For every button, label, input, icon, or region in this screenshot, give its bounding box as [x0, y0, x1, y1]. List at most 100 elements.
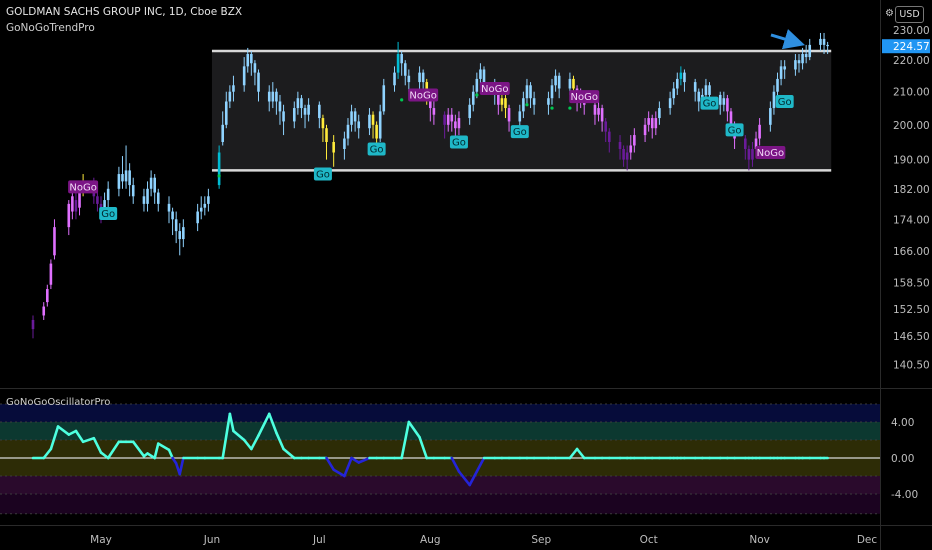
candle-body	[743, 138, 747, 149]
candle-body	[182, 227, 185, 240]
nogo-label: NoGo	[481, 84, 508, 95]
oscillator-band	[0, 458, 880, 476]
go-label: Go	[316, 170, 330, 181]
oscillator-segment	[575, 447, 586, 460]
price-tick-label: 166.00	[893, 246, 930, 258]
time-tick-label: Jun	[203, 534, 220, 546]
go-label-box	[775, 94, 794, 108]
candle-body	[96, 196, 99, 204]
oscillator-segment	[56, 425, 71, 436]
price-tick-label: 200.00	[893, 120, 930, 132]
go-label-box	[367, 142, 386, 156]
candle-body	[675, 78, 679, 89]
candle-body	[633, 135, 636, 146]
candle-body	[568, 78, 572, 89]
oscillator-segment	[250, 434, 260, 451]
candle-body	[221, 124, 225, 142]
candle-body	[382, 85, 386, 112]
candle-body	[604, 121, 608, 132]
oscillator-segment	[42, 447, 53, 460]
price-tick-label: 146.50	[893, 331, 930, 343]
candle-body	[522, 98, 525, 112]
currency-button[interactable]: USD	[895, 6, 924, 23]
candle-body	[747, 148, 751, 160]
candle-body	[504, 98, 507, 109]
candle-body	[607, 131, 611, 142]
candle-body	[500, 98, 504, 105]
nogo-label-box	[479, 81, 510, 95]
candle-body	[726, 98, 729, 112]
candle-body	[697, 91, 701, 102]
candle-body	[321, 118, 325, 129]
candle-body	[371, 114, 375, 125]
oscillator-segment	[282, 447, 296, 460]
candle-body	[375, 124, 378, 139]
price-tick-label: 158.50	[893, 278, 930, 290]
oscillator-segment	[74, 429, 85, 444]
oscillator-segment	[131, 440, 146, 458]
go-label-box	[725, 123, 744, 137]
candle-body	[547, 98, 550, 105]
candle-body	[475, 78, 479, 92]
oscillator-segment	[468, 470, 479, 487]
signal-dot	[525, 103, 529, 107]
candle-body	[257, 72, 260, 92]
candle-body	[53, 227, 56, 256]
oscillator-segment	[568, 447, 579, 460]
candle-body	[658, 108, 661, 119]
go-label: Go	[101, 209, 115, 220]
candle-body	[307, 104, 310, 115]
time-tick-label: Nov	[749, 534, 770, 546]
candle-body	[217, 152, 221, 186]
candle-body	[425, 82, 429, 92]
go-label: Go	[728, 126, 742, 137]
candle-body	[282, 111, 285, 122]
oscillator-segment	[350, 456, 361, 464]
candle-body	[704, 85, 708, 95]
candle-body	[199, 207, 203, 212]
price-tick-label: 152.50	[893, 304, 930, 316]
oscillator-segment	[178, 456, 185, 476]
oscillator-band	[0, 422, 880, 440]
oscillator-segment	[457, 470, 471, 487]
candle-body	[618, 141, 622, 149]
last-price-tag	[882, 39, 930, 54]
nogo-label: NoGo	[69, 183, 96, 194]
price-tick-label: 210.00	[893, 87, 930, 99]
time-tick-label: Oct	[640, 534, 658, 546]
oscillator-segment	[475, 456, 486, 473]
time-tick-label: Jul	[312, 534, 326, 546]
candle-body	[171, 211, 174, 220]
oscillator-segment	[267, 412, 278, 435]
gear-icon[interactable]: ⚙	[885, 8, 894, 19]
candle-body	[117, 174, 121, 189]
candle-body	[128, 170, 131, 186]
candle-body	[253, 63, 257, 73]
candle-body	[808, 44, 812, 58]
candle-body	[278, 101, 282, 112]
oscillator-tick-label: 4.00	[891, 417, 914, 429]
candle-body	[772, 91, 776, 109]
candle-body	[708, 85, 711, 95]
candle-body	[446, 114, 450, 125]
time-tick-label: Aug	[420, 534, 441, 546]
oscillator-segment	[232, 429, 246, 442]
oscillator-tick-label: 0.00	[891, 453, 914, 465]
candle-body	[557, 75, 561, 89]
oscillator-segment	[146, 452, 156, 460]
oscillator-segment	[325, 456, 335, 472]
candle-body	[457, 118, 461, 129]
candle-body	[421, 72, 425, 83]
go-label: Go	[452, 138, 466, 149]
candle-body	[482, 69, 486, 83]
oscillator-name: GoNoGoOscillatorPro	[6, 397, 111, 408]
candle-body	[454, 121, 457, 129]
oscillator-tick-label: -4.00	[891, 489, 918, 501]
candle-body	[403, 63, 407, 76]
candle-body	[78, 192, 81, 208]
candle-body	[343, 138, 346, 149]
candle-body	[629, 145, 633, 153]
oscillator-segment	[343, 456, 353, 478]
candle-body	[679, 72, 683, 79]
